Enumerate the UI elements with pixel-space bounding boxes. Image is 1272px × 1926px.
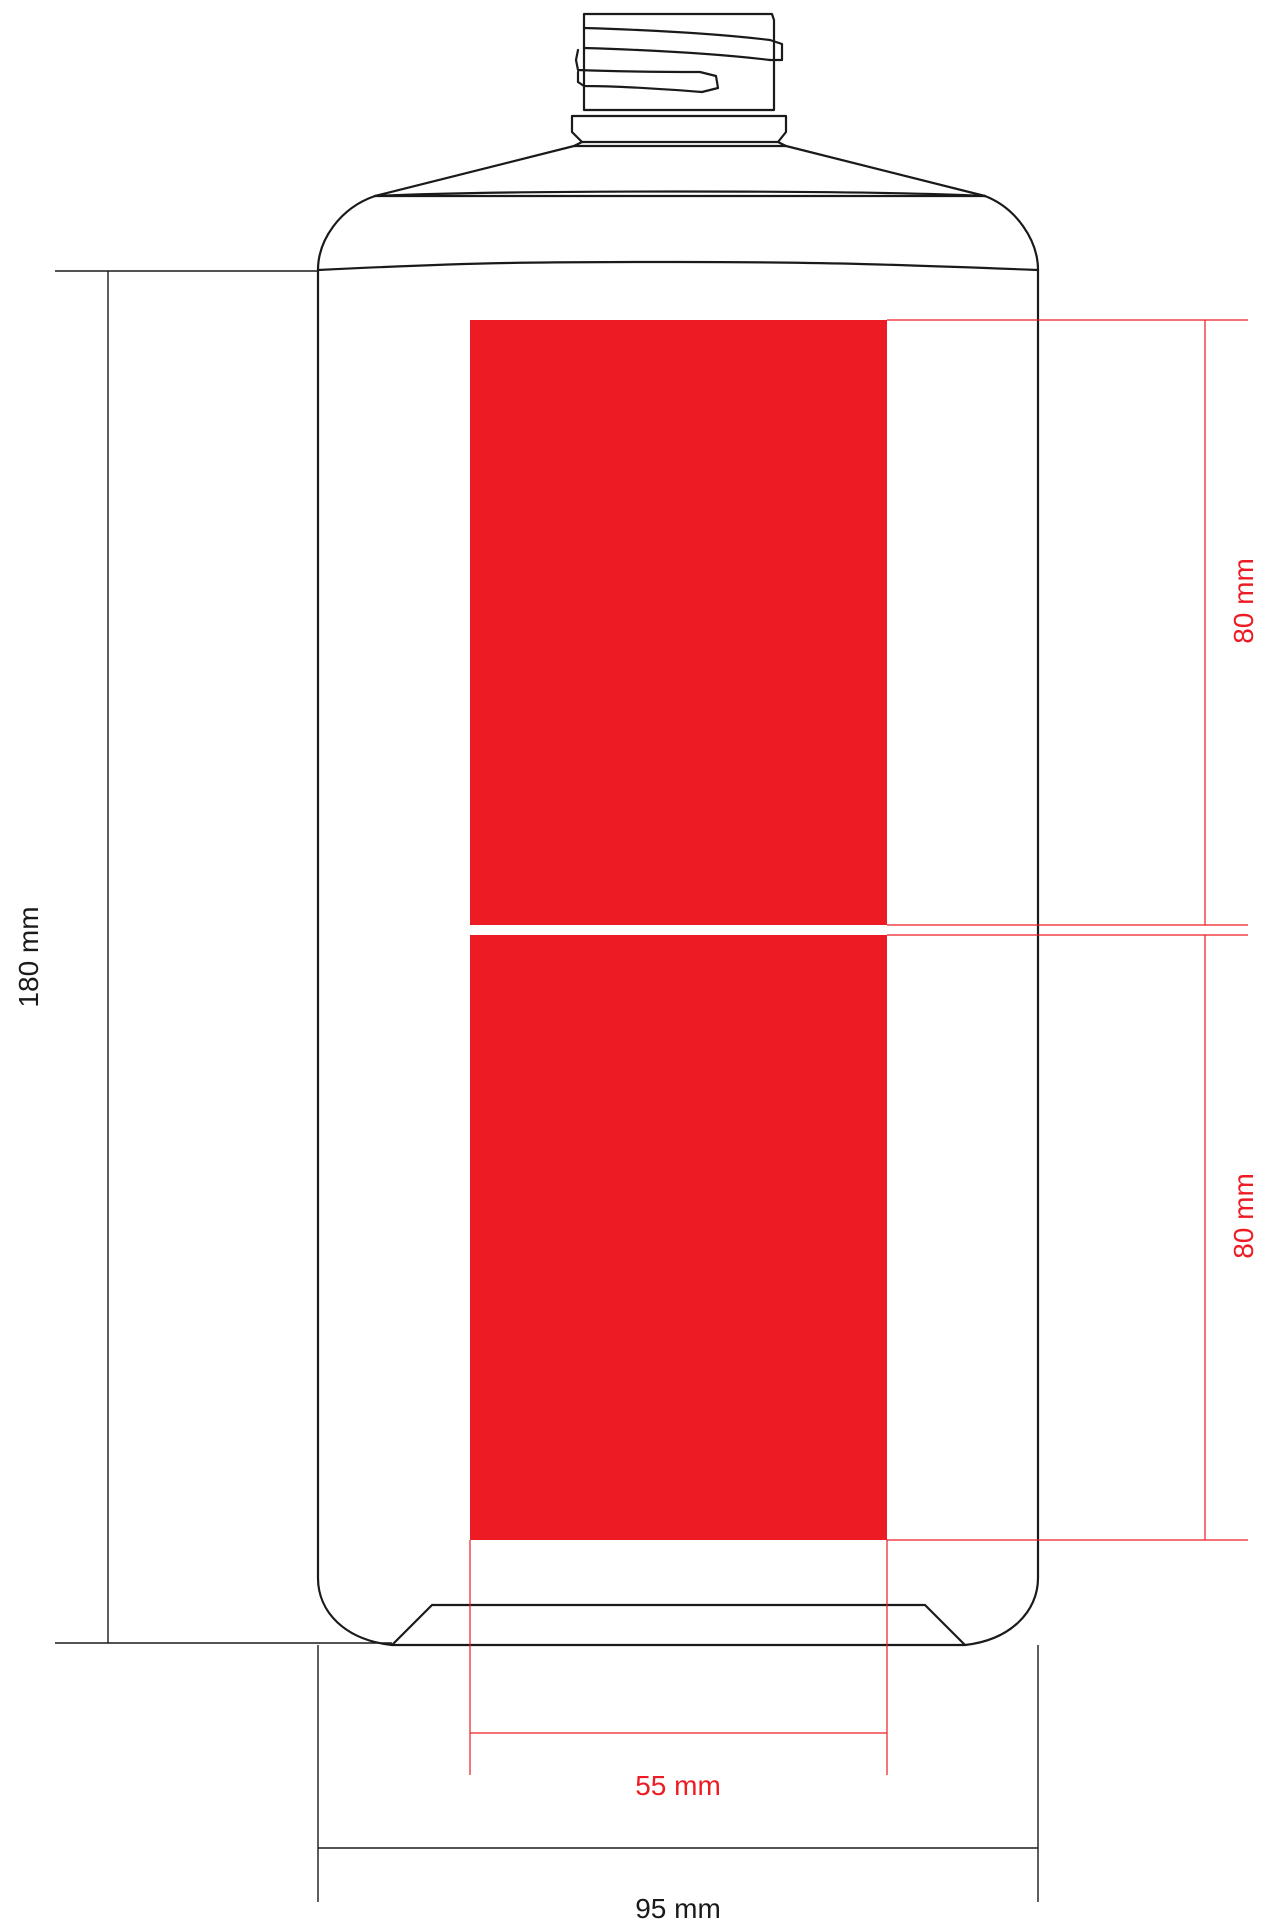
- bottle-outline: [316, 12, 1040, 1647]
- label-area-upper: [470, 320, 887, 925]
- label-area-lower: [470, 935, 887, 1540]
- height-dimension: [55, 270, 392, 1644]
- lower-label-height-text: 80 mm: [1228, 1173, 1259, 1259]
- label-height-dimension: [887, 319, 1248, 1541]
- label-width-dimension: [469, 1540, 888, 1775]
- upper-label-height-text: 80 mm: [1228, 558, 1259, 644]
- neck-base: [572, 140, 788, 148]
- neck-finish: [582, 12, 776, 112]
- shoulder-top-line: [373, 190, 987, 198]
- width-label: 95 mm: [635, 1893, 721, 1924]
- height-label: 180 mm: [13, 906, 44, 1007]
- shoulder: [373, 144, 987, 198]
- thread-2: [574, 48, 720, 94]
- neck-ring: [570, 114, 788, 144]
- thread-1: [582, 26, 784, 62]
- label-width-text: 55 mm: [635, 1770, 721, 1801]
- base-punt: [390, 1603, 967, 1647]
- shoulder-line: [316, 260, 1040, 272]
- width-dimension: [317, 1645, 1039, 1902]
